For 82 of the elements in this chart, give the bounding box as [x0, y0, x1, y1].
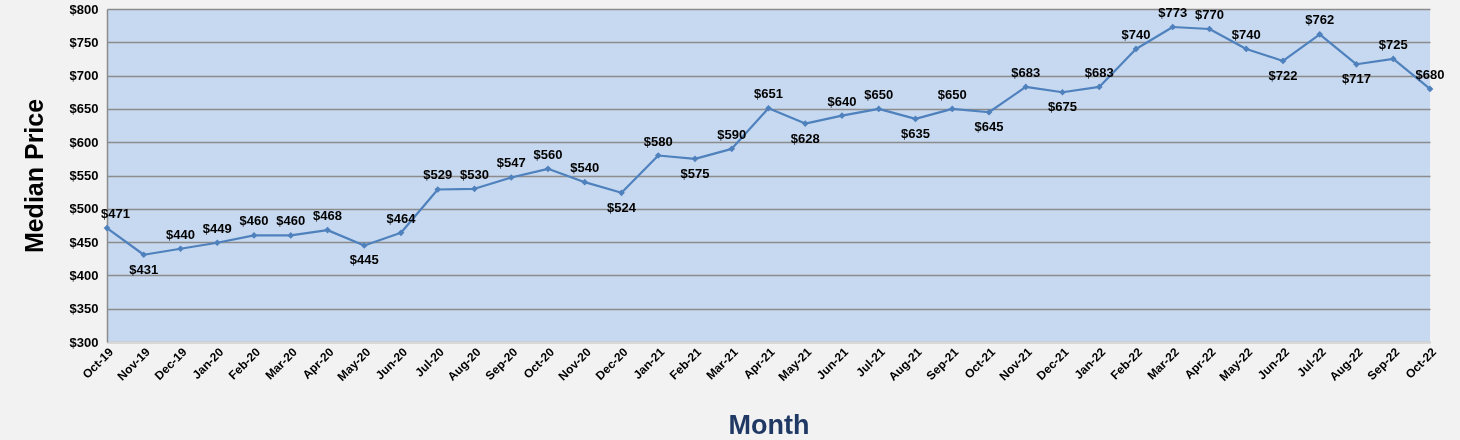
data-label: $740 — [1231, 26, 1261, 42]
data-label: $683 — [1011, 64, 1041, 80]
point — [397, 229, 405, 237]
data-label: $650 — [864, 86, 894, 102]
data-label: $471 — [101, 206, 130, 222]
point — [1242, 45, 1250, 53]
point — [544, 165, 552, 173]
point — [948, 105, 956, 113]
data-label: $680 — [1415, 66, 1445, 82]
y-tick-label: $450 — [69, 234, 99, 250]
point — [1132, 45, 1140, 53]
data-label: $529 — [423, 167, 453, 183]
point — [471, 185, 478, 193]
point — [1059, 88, 1066, 96]
data-label: $640 — [827, 93, 857, 109]
data-label: $540 — [570, 160, 600, 176]
point — [103, 224, 111, 232]
point — [618, 189, 625, 197]
x-axis-title: Month — [728, 410, 810, 440]
point — [985, 108, 993, 116]
point — [581, 178, 589, 186]
y-tick-label: $300 — [69, 334, 99, 350]
y-tick-label: $800 — [69, 1, 99, 17]
point — [728, 145, 736, 153]
point — [875, 105, 883, 113]
data-label: $431 — [129, 261, 159, 277]
data-label: $722 — [1268, 67, 1298, 83]
data-label: $464 — [386, 210, 417, 226]
y-axis-title: Median Price — [19, 98, 48, 254]
point — [1353, 60, 1360, 68]
data-label: $683 — [1084, 64, 1114, 80]
data-label: $717 — [1342, 71, 1371, 87]
point — [213, 239, 221, 247]
point — [765, 104, 772, 112]
point — [434, 186, 442, 193]
data-label: $645 — [974, 119, 1004, 135]
y-tick-label: $600 — [69, 134, 99, 150]
point — [140, 251, 148, 259]
point — [691, 155, 699, 163]
y-tick-label: $400 — [69, 267, 99, 283]
data-label: $590 — [717, 126, 747, 142]
data-label: $468 — [313, 208, 342, 224]
point — [1022, 83, 1030, 91]
data-label: $575 — [680, 165, 710, 181]
data-label: $440 — [166, 226, 195, 242]
point — [1169, 23, 1177, 31]
y-tick-label: $550 — [69, 168, 99, 183]
data-label: $628 — [790, 130, 820, 146]
point — [1426, 85, 1434, 93]
data-label: $773 — [1158, 4, 1188, 20]
data-label: $762 — [1305, 12, 1335, 28]
data-label: $560 — [533, 146, 563, 162]
data-label: $460 — [276, 213, 306, 229]
data-label: $460 — [239, 213, 269, 229]
point — [287, 232, 295, 239]
point — [801, 120, 809, 127]
data-label: $580 — [643, 133, 673, 149]
data-label: $530 — [460, 166, 489, 182]
point — [1316, 30, 1324, 38]
data-label: $524 — [607, 199, 637, 215]
point — [507, 174, 515, 181]
data-label: $547 — [496, 155, 526, 171]
data-label: $740 — [1121, 26, 1151, 42]
data-label: $675 — [1048, 99, 1077, 115]
data-label: $449 — [202, 220, 232, 236]
data-label: $445 — [349, 252, 379, 268]
point — [177, 245, 184, 253]
point — [360, 242, 368, 249]
point — [1095, 83, 1103, 91]
point — [654, 152, 662, 159]
data-label: $650 — [937, 86, 967, 102]
data-label: $651 — [754, 86, 783, 102]
data-label: $635 — [901, 125, 930, 141]
y-tick-label: $650 — [69, 101, 99, 117]
y-tick-label: $500 — [69, 201, 99, 217]
data-label: $770 — [1195, 6, 1224, 22]
y-tick-label: $750 — [69, 34, 99, 50]
y-tick-label: $350 — [69, 301, 99, 317]
point — [1279, 57, 1287, 65]
data-label: $725 — [1378, 36, 1408, 52]
y-tick-label: $700 — [69, 68, 99, 84]
point — [1389, 55, 1397, 63]
